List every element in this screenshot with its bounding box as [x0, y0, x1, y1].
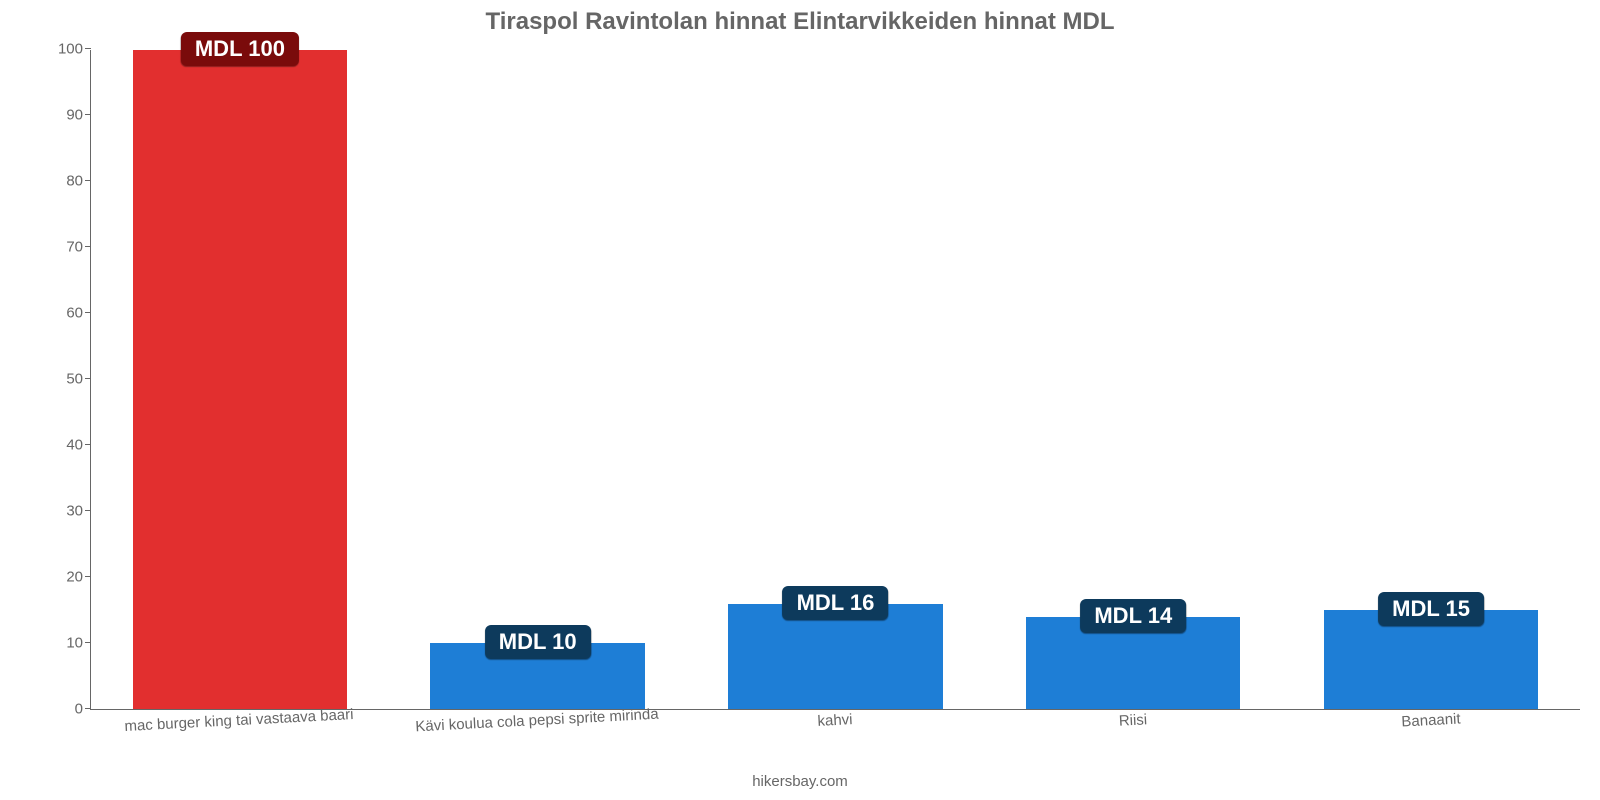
- bar: MDL 14: [1026, 617, 1240, 709]
- bar-value-label: MDL 15: [1378, 592, 1484, 626]
- y-tick-label: 30: [66, 503, 91, 520]
- x-axis-labels: mac burger king tai vastaava baariKävi k…: [90, 712, 1580, 729]
- bar-slot: MDL 16: [687, 50, 985, 709]
- y-tick-label: 0: [75, 701, 91, 718]
- y-tick-label: 100: [58, 41, 91, 58]
- y-tick-mark: [85, 378, 91, 379]
- y-tick-label: 40: [66, 437, 91, 454]
- bar-chart: Tiraspol Ravintolan hinnat Elintarvikkei…: [0, 0, 1600, 800]
- bar-slot: MDL 14: [984, 50, 1282, 709]
- bar-value-label: MDL 100: [181, 32, 299, 66]
- y-tick-label: 10: [66, 635, 91, 652]
- y-tick-mark: [85, 576, 91, 577]
- bar-value-label: MDL 14: [1080, 599, 1186, 633]
- y-tick-mark: [85, 312, 91, 313]
- y-tick-label: 70: [66, 239, 91, 256]
- bar-slot: MDL 15: [1282, 50, 1580, 709]
- y-tick-mark: [85, 246, 91, 247]
- bar-value-label: MDL 10: [485, 625, 591, 659]
- bar-slot: MDL 100: [91, 50, 389, 709]
- y-tick-mark: [85, 444, 91, 445]
- bar: MDL 15: [1324, 610, 1538, 709]
- y-tick-mark: [85, 180, 91, 181]
- bar: MDL 16: [728, 604, 942, 709]
- y-tick-label: 20: [66, 569, 91, 586]
- y-tick-mark: [85, 708, 91, 709]
- y-tick-mark: [85, 48, 91, 49]
- y-tick-mark: [85, 642, 91, 643]
- bar-slot: MDL 10: [389, 50, 687, 709]
- y-tick-label: 90: [66, 107, 91, 124]
- attribution-text: hikersbay.com: [0, 773, 1600, 790]
- bar: MDL 100: [133, 50, 347, 709]
- bar: MDL 10: [430, 643, 644, 709]
- bar-value-label: MDL 16: [783, 586, 889, 620]
- bars-container: MDL 100 MDL 10 MDL 16 MDL 14 MDL 15: [91, 50, 1580, 709]
- y-tick-mark: [85, 114, 91, 115]
- y-tick-label: 50: [66, 371, 91, 388]
- y-tick-label: 60: [66, 305, 91, 322]
- y-tick-mark: [85, 510, 91, 511]
- y-tick-label: 80: [66, 173, 91, 190]
- plot-area: MDL 100MDL 10MDL 16MDL 14MDL 15 01020304…: [90, 50, 1580, 710]
